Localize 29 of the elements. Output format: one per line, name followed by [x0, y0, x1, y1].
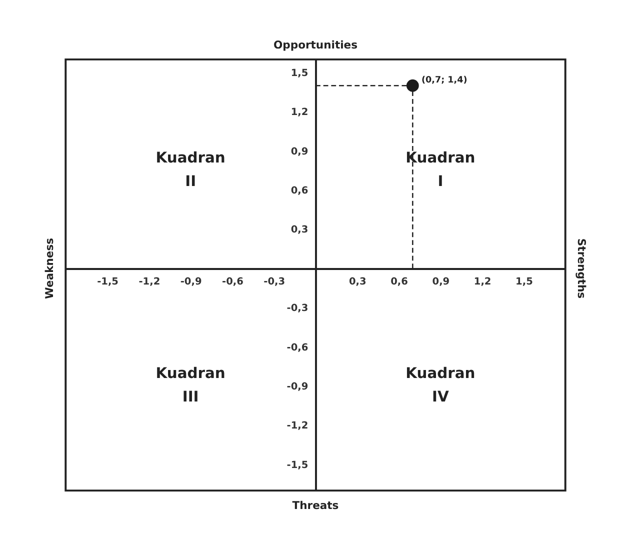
x-tick-label: -0,6 [222, 276, 244, 288]
y-tick-label: 0,3 [290, 224, 308, 236]
y-tick-label: 1,5 [290, 68, 308, 79]
y-tick-label: -1,5 [286, 460, 308, 471]
x-tick-label: 1,2 [474, 276, 492, 288]
x-axis-title: Threats [292, 499, 339, 512]
x-tick-label: -1,2 [138, 276, 160, 288]
annotation: Kuadran IV [406, 364, 476, 406]
y-tick-label: 0,9 [290, 146, 308, 158]
x-tick-label: 0,3 [348, 276, 366, 288]
y-tick-label: 1,2 [290, 107, 308, 118]
y-tick-label: -0,3 [286, 303, 308, 314]
y-tick-label: -0,6 [286, 342, 308, 354]
annotation: (0,7; 1,4) [421, 76, 468, 86]
annotation: Kuadran III [156, 364, 226, 406]
y2-axis-title: Strengths [575, 238, 588, 299]
y-tick-label: 0,6 [290, 186, 308, 197]
x-tick-label: 0,9 [432, 276, 450, 288]
x-tick-label: 1,5 [516, 276, 534, 288]
y-axis-title: Weakness [42, 238, 56, 299]
annotation: Kuadran II [156, 149, 226, 190]
y-tick-label: -1,2 [286, 420, 308, 432]
y-tick-label: -0,9 [286, 381, 308, 392]
x-tick-label: -0,3 [264, 276, 286, 288]
x2-axis-title: Opportunities [274, 38, 358, 52]
x-tick-label: 0,6 [390, 276, 408, 288]
x-tick-label: -0,9 [180, 276, 202, 288]
x-tick-label: -1,5 [97, 276, 119, 288]
annotation: Kuadran I [406, 149, 476, 190]
